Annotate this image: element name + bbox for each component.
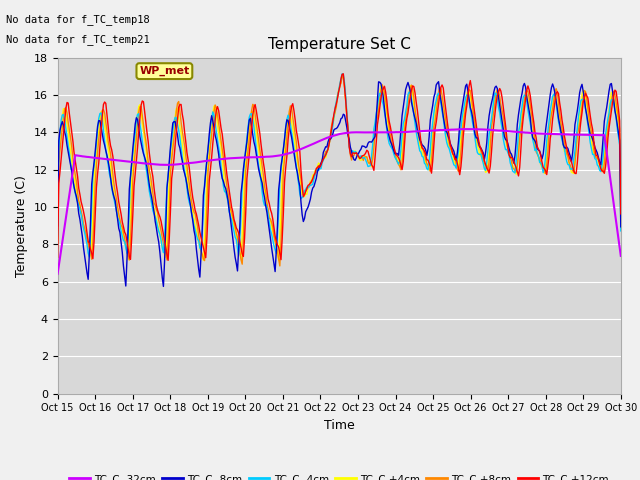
X-axis label: Time: Time (324, 419, 355, 432)
Title: Temperature Set C: Temperature Set C (268, 37, 411, 52)
Text: No data for f_TC_temp21: No data for f_TC_temp21 (6, 34, 150, 45)
Text: No data for f_TC_temp18: No data for f_TC_temp18 (6, 14, 150, 25)
Text: WP_met: WP_met (140, 66, 189, 76)
Y-axis label: Temperature (C): Temperature (C) (15, 175, 28, 276)
Legend: TC_C -32cm, TC_C -8cm, TC_C -4cm, TC_C +4cm, TC_C +8cm, TC_C +12cm: TC_C -32cm, TC_C -8cm, TC_C -4cm, TC_C +… (65, 470, 613, 480)
